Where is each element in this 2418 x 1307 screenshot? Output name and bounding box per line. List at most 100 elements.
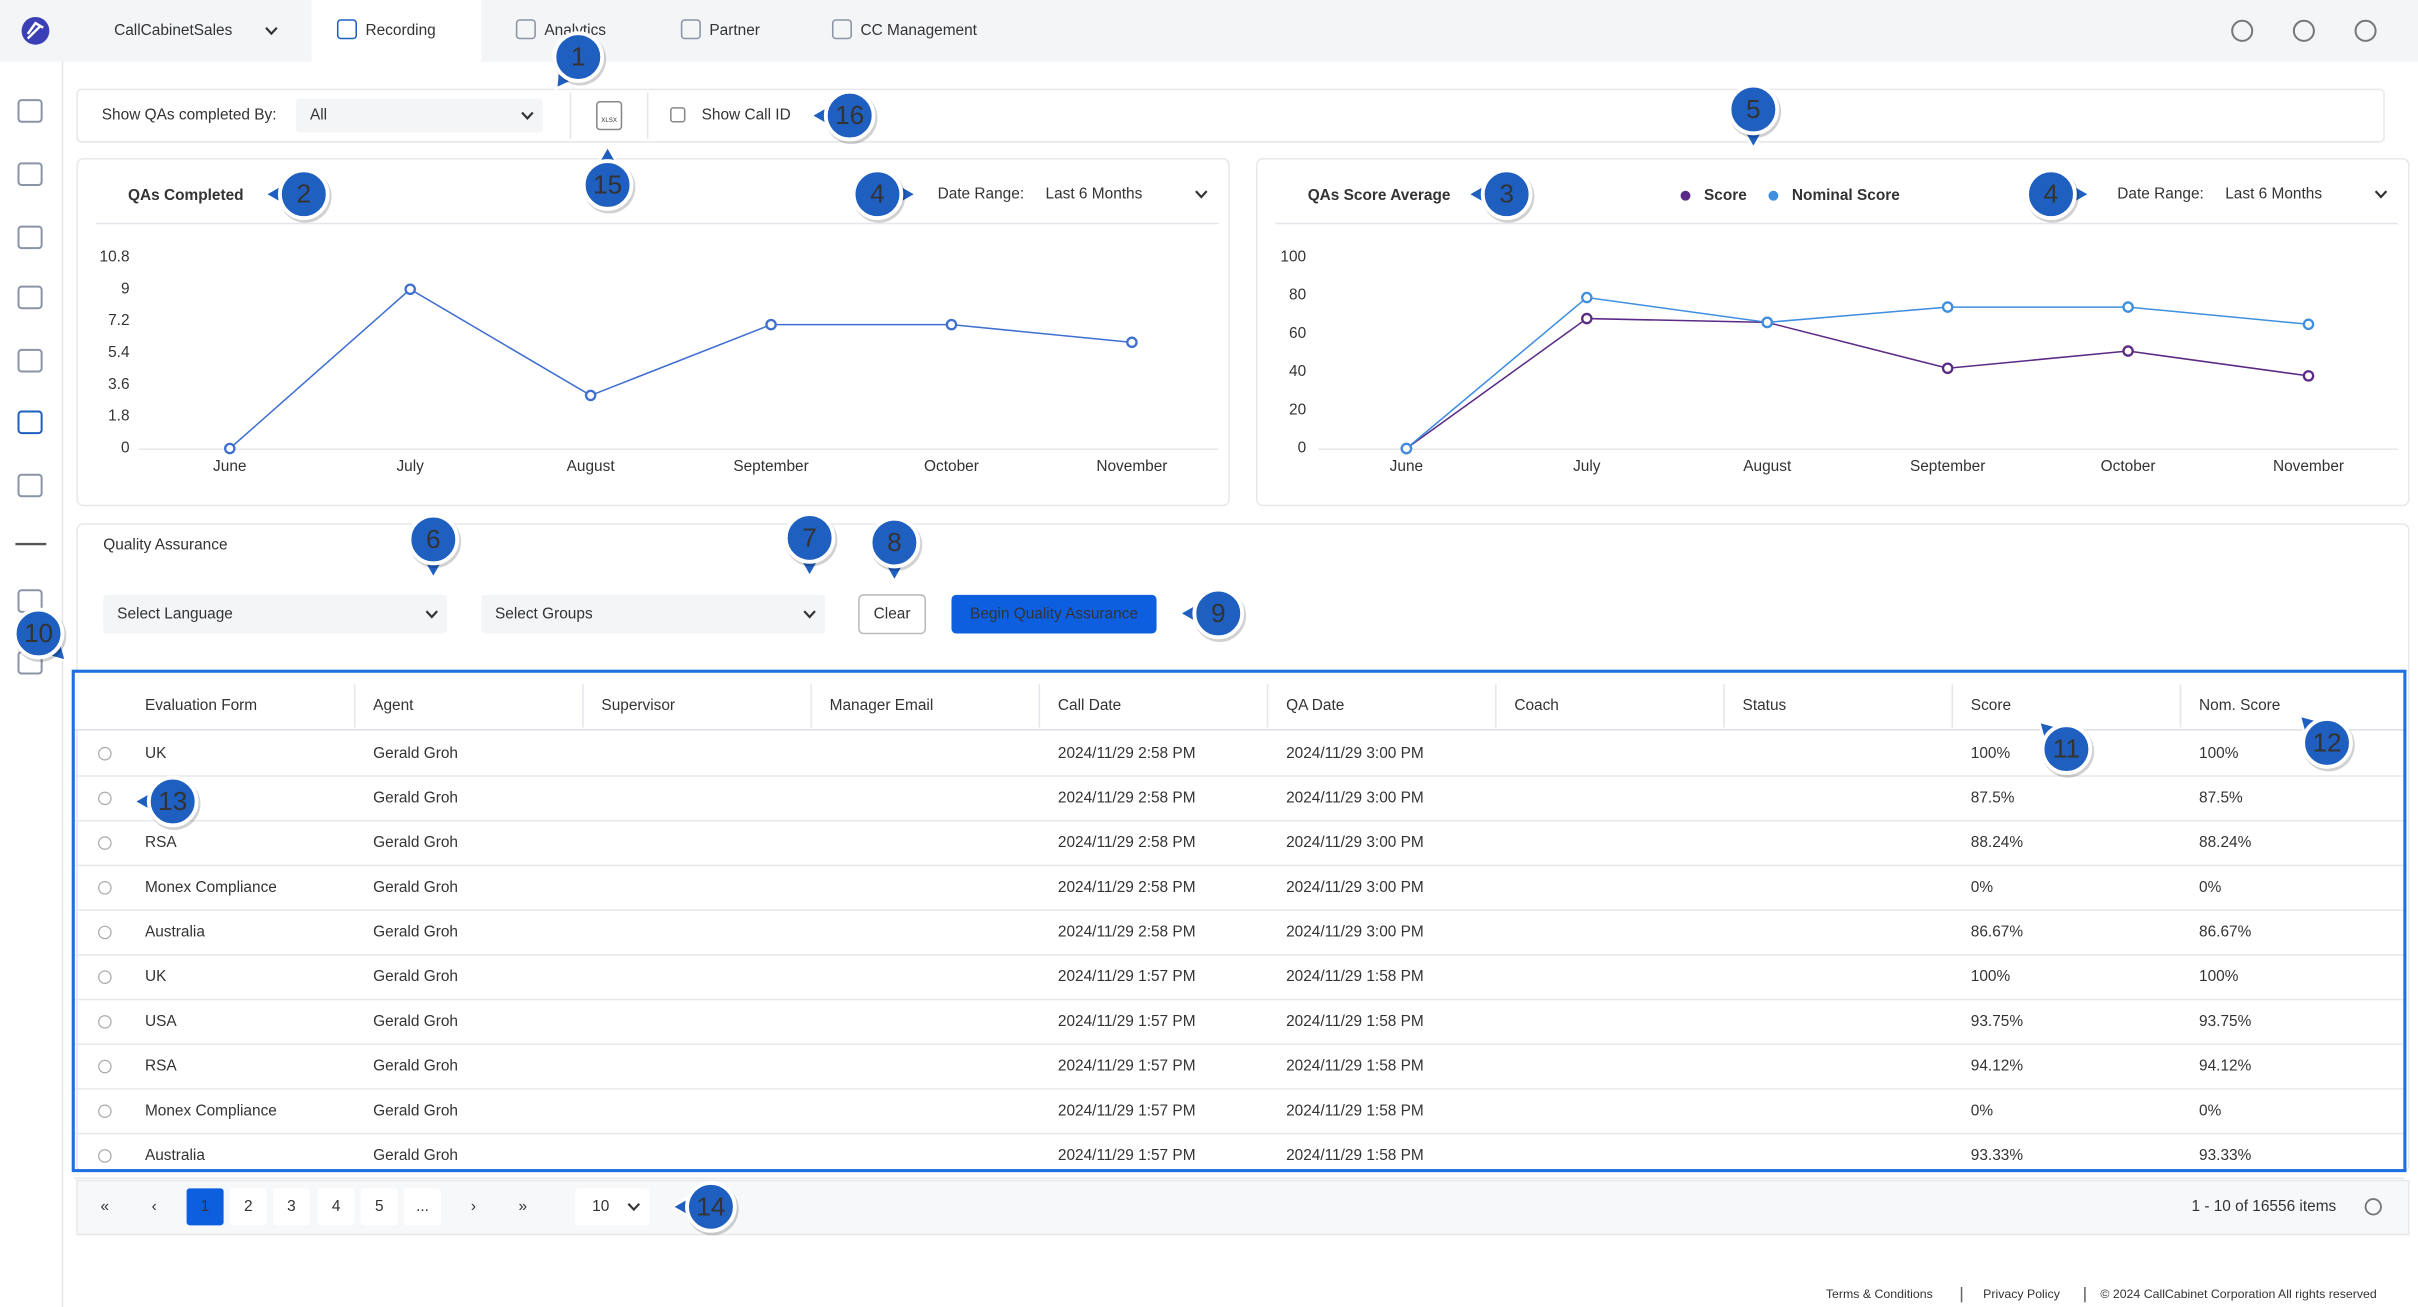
sidebar-icon[interactable] [17,410,43,435]
page-size-select[interactable] [575,1188,650,1226]
page-last[interactable]: » [518,1198,527,1215]
language-select[interactable] [103,594,448,634]
y-tick-label: 7.2 [108,312,129,329]
header-icon[interactable] [2354,19,2377,42]
info-icon[interactable] [98,970,112,984]
column-header[interactable]: Call Date [1058,697,1121,714]
info-icon[interactable] [98,836,112,850]
table-cell: 2024/11/29 1:58 PM [1286,1013,1424,1030]
callout-badge [2040,723,2093,775]
page-number[interactable]: 4 [332,1198,341,1215]
table-cell: Gerald Groh [373,745,458,762]
column-header[interactable]: Nom. Score [2199,697,2280,714]
column-header[interactable]: Status [1743,697,1787,714]
table-cell: 2024/11/29 3:00 PM [1286,789,1424,806]
footer-link[interactable]: Terms & Conditions [1826,1287,1933,1301]
sidebar-icon[interactable] [17,162,43,186]
date-range-select[interactable]: Last 6 Months [1046,185,1143,202]
info-icon[interactable] [98,746,112,761]
table-cell: 88.24% [2199,834,2252,851]
chart-panel [76,157,1230,507]
column-header[interactable]: Score [1971,697,2011,714]
column-header[interactable]: Evaluation Form [145,697,257,714]
column-header[interactable]: Coach [1514,697,1559,714]
page-summary: 1 - 10 of 16556 items [2191,1198,2336,1215]
legend-label: Nominal Score [1792,187,1900,204]
page-button[interactable] [272,1188,310,1226]
info-icon[interactable] [98,1059,112,1074]
y-tick-label: 3.6 [108,376,129,393]
table-cell: Monex Compliance [145,879,277,896]
callout-number: 13 [158,786,187,816]
info-icon[interactable] [98,1149,112,1163]
callout-badge [407,513,460,566]
callout-badge [1727,83,1780,136]
column-header[interactable]: Manager Email [830,697,934,714]
qa-by-select[interactable] [296,98,543,133]
begin-qa-label: Begin Quality Assurance [970,605,1138,622]
show-call-id-checkbox[interactable] [670,107,686,123]
callout-badge [581,159,634,211]
table-cell: Australia [145,924,205,941]
column-header[interactable]: Supervisor [601,697,675,714]
callout-badge [685,1181,737,1233]
page-number[interactable]: ... [416,1198,429,1215]
sidebar-icon[interactable] [17,285,43,310]
clear-label: Clear [874,605,911,622]
info-icon[interactable] [98,1104,112,1119]
page-number[interactable]: 1 [201,1198,210,1215]
x-tick-label: October [2101,458,2156,475]
y-tick-label: 10.8 [100,248,130,265]
line-point [945,318,958,331]
table-cell: 2024/11/29 1:58 PM [1286,1058,1424,1075]
export-icon[interactable] [596,100,623,131]
nav-tab[interactable]: Partner [709,22,760,39]
y-tick-label: 0 [121,440,130,457]
page-button[interactable] [186,1188,224,1226]
column-header[interactable]: Agent [373,697,414,714]
date-range-select[interactable]: Last 6 Months [2225,185,2322,202]
x-tick-label: July [396,458,424,475]
y-tick-label: 40 [1289,363,1306,380]
begin-qa-button[interactable] [951,594,1157,634]
sidebar-icon[interactable] [17,473,43,498]
table-cell: 2024/11/29 3:00 PM [1286,745,1424,762]
export-label: XLSX [601,117,617,124]
nav-tab[interactable]: Recording [365,22,435,39]
page-button[interactable] [317,1188,355,1226]
groups-select[interactable] [481,594,826,634]
page-button[interactable] [229,1188,267,1226]
sidebar-icon[interactable] [17,348,43,373]
nav-tab[interactable]: CC Management [860,22,977,39]
account-name[interactable]: CallCabinetSales [114,22,233,39]
page-next[interactable]: › [471,1198,476,1215]
page-first[interactable]: « [101,1198,110,1215]
page-number[interactable]: 2 [244,1198,253,1215]
sidebar-icon[interactable] [17,225,43,250]
header-icon[interactable] [2231,19,2254,42]
info-icon[interactable] [98,925,112,940]
callout-number: 8 [887,527,902,557]
callout-number: 7 [802,522,817,552]
sidebar-icon[interactable] [17,99,43,123]
column-header[interactable]: QA Date [1286,697,1344,714]
page-button[interactable] [404,1188,442,1226]
header-icon[interactable] [2292,19,2315,42]
refresh-icon[interactable] [2364,1198,2382,1216]
callout-badge [868,516,921,569]
table-cell: 2024/11/29 1:57 PM [1058,1058,1196,1075]
info-icon[interactable] [98,1015,112,1029]
table-cell: 2024/11/29 2:58 PM [1058,745,1196,762]
page-button[interactable] [360,1188,398,1226]
page-number[interactable]: 3 [287,1198,296,1215]
table-cell: Gerald Groh [373,1147,458,1164]
callout-number: 6 [426,524,441,554]
page-number[interactable]: 5 [375,1198,384,1215]
info-icon[interactable] [98,880,112,895]
footer-link[interactable]: Privacy Policy [1983,1287,2061,1301]
clear-button[interactable] [858,594,927,635]
chart-title: QAs Completed [128,187,244,204]
callout-number: 5 [1746,94,1761,124]
info-icon[interactable] [98,791,112,806]
page-prev[interactable]: ‹ [152,1198,157,1215]
